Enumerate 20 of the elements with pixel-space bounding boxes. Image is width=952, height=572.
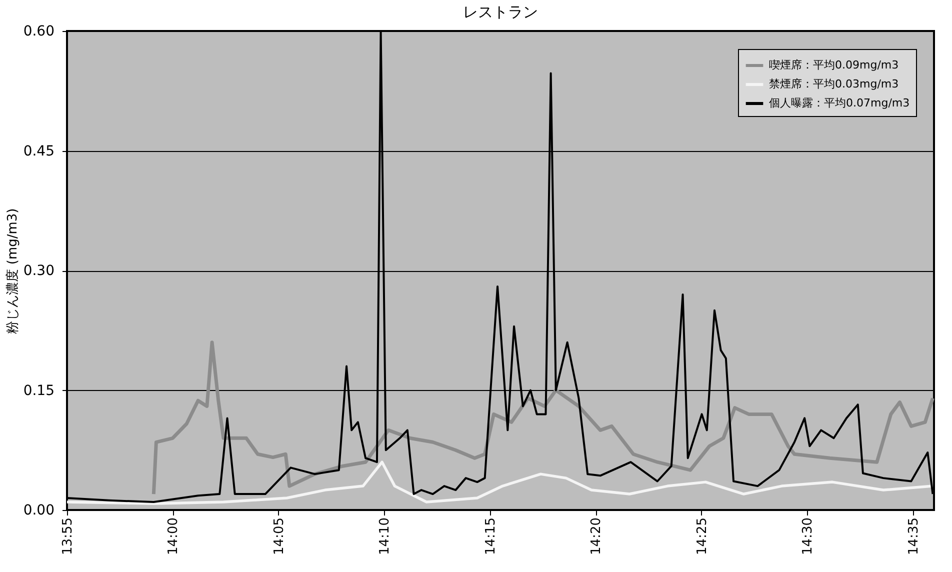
legend-label: 喫煙席：平均0.09mg/m3: [769, 58, 899, 72]
x-tick-label: 14:15: [483, 518, 498, 555]
y-tick-label: 0.45: [23, 143, 54, 160]
line-series: [152, 340, 934, 496]
chart-title: レストラン: [463, 3, 538, 21]
x-tick-label: 14:35: [906, 518, 922, 555]
x-tick-label: 14:20: [589, 518, 604, 555]
x-tick-label: 13:55: [60, 518, 76, 555]
x-tick-label: 14:05: [272, 518, 287, 555]
legend-label: 禁煙席：平均0.03mg/m3: [769, 78, 899, 90]
y-tick-label: 0.30: [23, 263, 54, 279]
x-tick-label: 14:25: [694, 518, 710, 555]
y-axis-title: 粉じん濃度 (mg/m3): [4, 208, 20, 334]
y-tick-label: 0.00: [23, 502, 54, 518]
x-tick-label: 14:10: [378, 518, 393, 555]
x-tick-label: 14:00: [166, 518, 182, 555]
legend-label: 個人曝露：平均0.07mg/m3: [769, 96, 910, 110]
x-tick-label: 14:30: [800, 518, 816, 555]
y-tick-label: 0.15: [23, 382, 54, 399]
y-tick-label: 0.60: [23, 24, 54, 40]
